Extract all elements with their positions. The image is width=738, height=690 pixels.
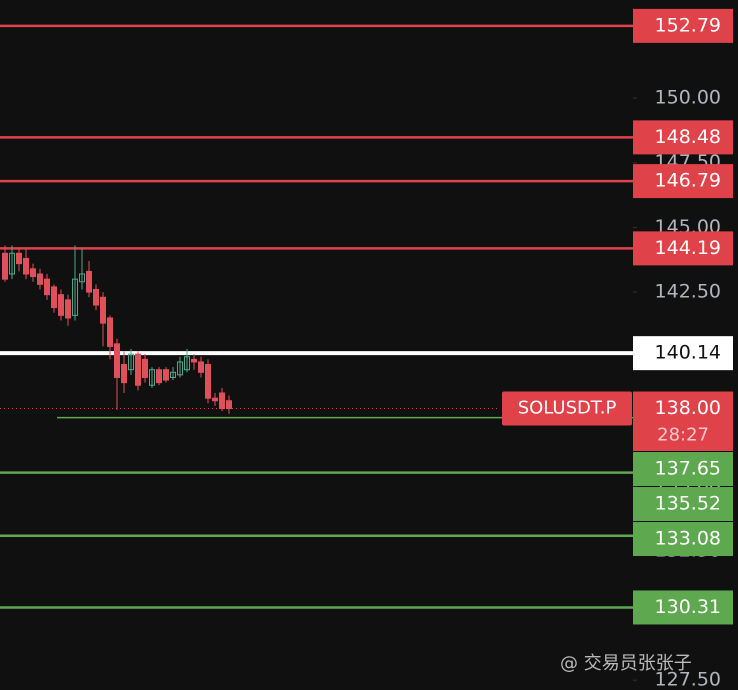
level-box [633, 590, 733, 625]
candle-body [107, 317, 113, 347]
countdown: 28:27 [657, 425, 709, 446]
candle-body [65, 299, 71, 319]
candle-body [23, 257, 29, 275]
level-box [633, 8, 733, 43]
candle-body [37, 273, 43, 285]
candle-body [72, 278, 78, 316]
candle-body [93, 289, 99, 306]
candle-body [177, 361, 183, 376]
candle-body [226, 400, 232, 410]
candle-body [16, 252, 22, 265]
level-box [633, 164, 733, 199]
candle-body [191, 358, 197, 363]
candle-body [128, 353, 134, 371]
symbol-label: SOLUSDT.P [518, 398, 617, 419]
level-label: 152.79 [655, 14, 721, 36]
candle-body [100, 296, 106, 324]
level-box [633, 452, 733, 487]
y-tick-label: 150.00 [655, 87, 721, 109]
candle-body [149, 369, 155, 386]
candle-body [58, 294, 64, 316]
level-box [633, 120, 733, 155]
y-tick-label: 127.50 [655, 669, 721, 690]
y-tick-label: 142.50 [655, 281, 721, 303]
level-label: 146.79 [655, 170, 721, 192]
candle-body [135, 353, 141, 386]
candle-body [114, 343, 120, 378]
candle-body [184, 356, 190, 371]
price-box [633, 391, 733, 452]
candle-body [121, 364, 127, 384]
last-price-label: 138.00 [655, 397, 721, 419]
watermark: @ 交易员张张子 [560, 653, 692, 674]
candle-body [170, 371, 176, 378]
candle-body [205, 364, 211, 399]
candle-body [30, 268, 36, 278]
candle-body [9, 252, 15, 275]
level-box [633, 522, 733, 557]
candle-body [142, 358, 148, 378]
level-label: 137.65 [655, 458, 721, 480]
level-box [633, 336, 733, 371]
candle-body [156, 369, 162, 384]
level-label: 148.48 [655, 126, 721, 148]
level-label: 130.31 [655, 596, 721, 618]
candle-body [44, 278, 50, 296]
level-label: 133.08 [655, 528, 721, 550]
candle-body [86, 270, 92, 293]
candle-body [163, 369, 169, 381]
level-box [633, 487, 733, 522]
candle-body [198, 361, 204, 373]
level-label: 144.19 [655, 237, 721, 259]
candle-body [79, 273, 85, 283]
level-box [633, 231, 733, 266]
candle-body [219, 392, 225, 410]
level-label: 140.14 [655, 342, 721, 364]
candle-body [2, 252, 8, 280]
candle-body [51, 286, 57, 309]
symbol-box [502, 391, 632, 426]
candle-body [212, 397, 218, 402]
level-label: 135.52 [655, 493, 721, 515]
